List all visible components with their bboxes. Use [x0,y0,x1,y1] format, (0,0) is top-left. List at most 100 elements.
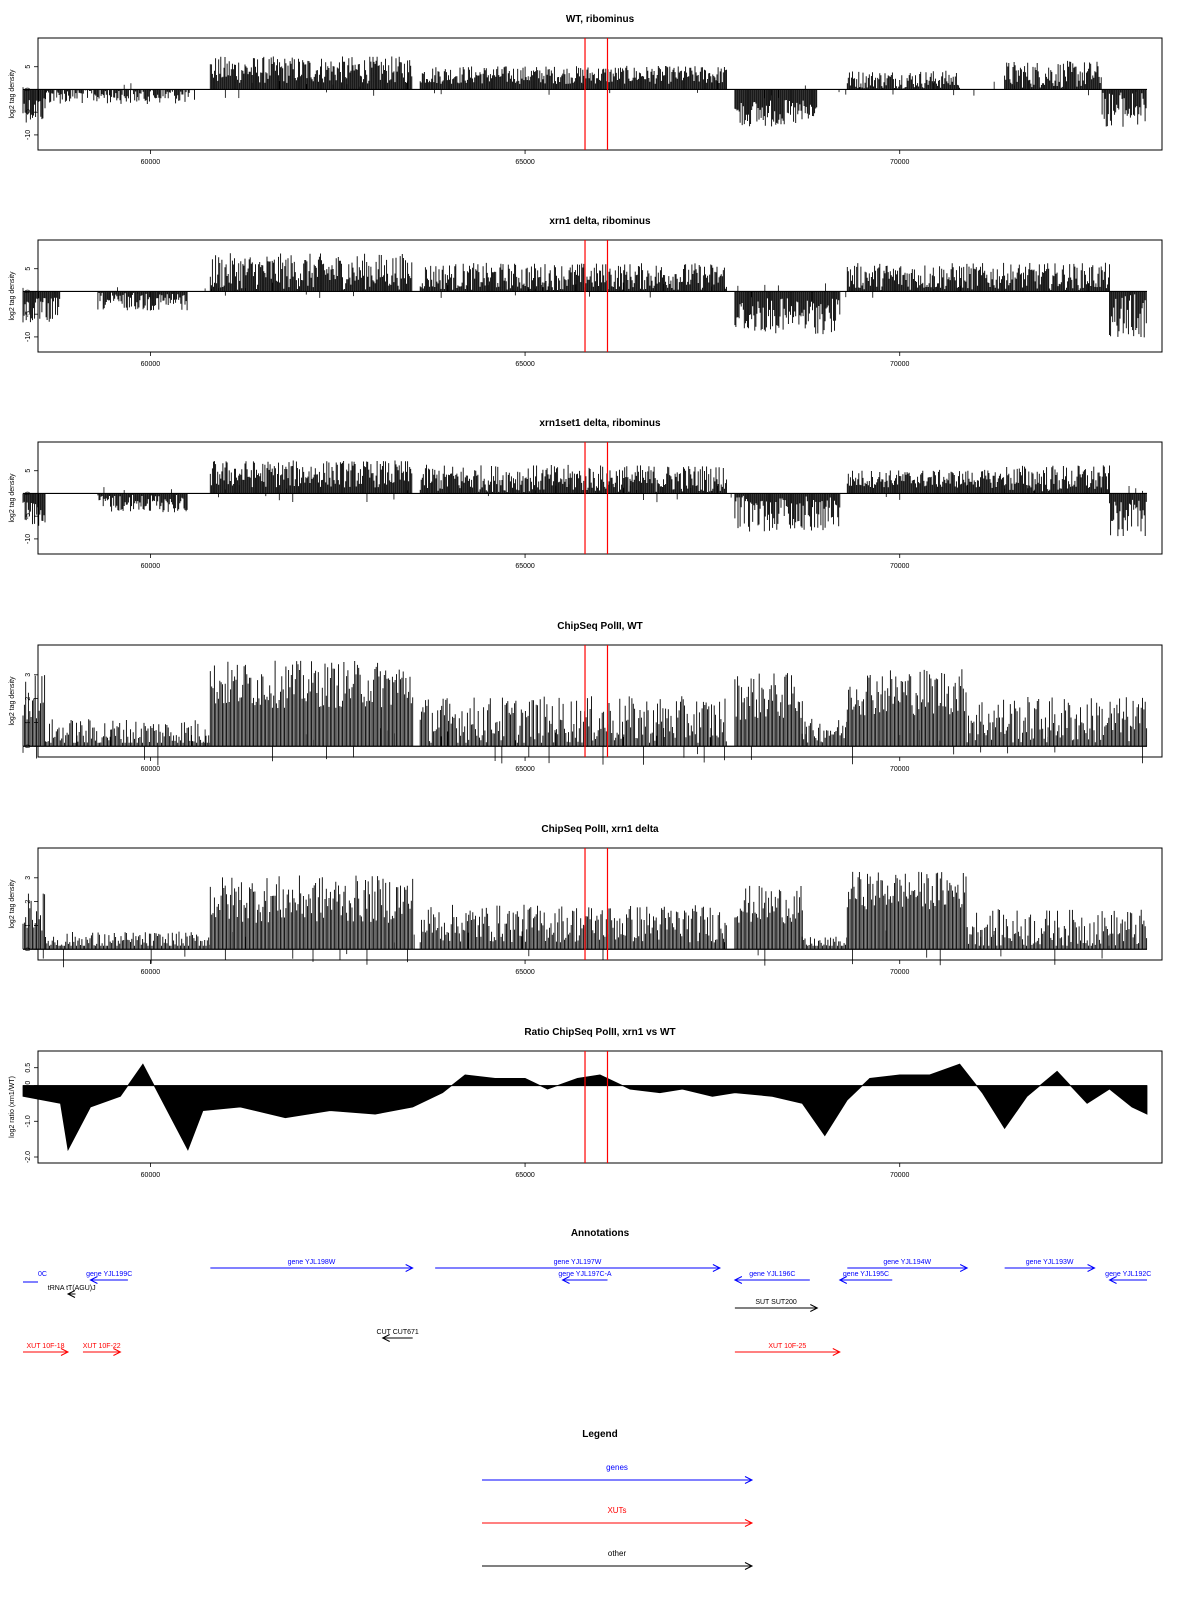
coverage-segment [734,673,803,747]
coverage-bars [419,262,727,292]
coverage-segment [209,460,413,494]
coverage-segment [45,89,195,104]
coverage-segment [97,291,188,311]
feature-label: gene YJL198W [288,1259,336,1266]
feature-arrow-head [810,1304,819,1312]
coverage-bars [1109,493,1147,537]
x-tick-label: 65000 [515,969,535,976]
panel-title: WT, ribominus [566,14,635,25]
feature-label: gene YJL194W [883,1259,931,1266]
coverage-bars [22,493,46,526]
coverage-segment [1004,262,1110,292]
x-tick-label: 60000 [141,159,161,166]
coverage-bars [209,875,414,950]
panel-5: ChipSeq PolII, xrn1 delta0123log2 tag de… [9,824,1163,976]
coverage-bars [209,56,413,90]
y-axis-label: log2 tag density [9,676,16,726]
x-tick-label: 65000 [515,159,535,166]
coverage-segment [419,262,727,292]
feature-label: XUT 10F-18 [26,1343,64,1350]
feature-arrow-head [1087,1264,1096,1272]
coverage-segment [846,469,1006,494]
feature-other: tRNA tT(AGU)J [48,1285,96,1298]
coverage-bars [419,464,727,494]
coverage-bars [801,718,848,747]
legend-item-other: other [482,1549,754,1570]
y-tick-label: -10 [25,130,32,140]
coverage-bars [734,89,818,127]
annotation-edge-label: 0C [38,1271,47,1278]
feature-label: gene YJL196C [749,1271,795,1278]
coverage-bars [846,262,1006,292]
y-tick-label: 5 [25,469,32,473]
feature-arrow-head [959,1264,969,1272]
y-axis-label: log2 tag density [9,69,16,119]
coverage-bars [419,696,727,747]
coverage-bars [419,65,727,90]
plot-frame [37,37,1163,151]
y-axis-label: log2 tag density [9,271,16,321]
x-tick-label: 70000 [890,766,910,773]
coverage-bars [966,697,1148,747]
coverage-segment [846,70,960,90]
coverage-bars [1004,60,1102,90]
feature-arrow-head [66,1290,76,1298]
feature-gene: gene YJL194W [847,1259,969,1272]
coverage-segment [1109,291,1147,338]
legend-title: Legend [582,1429,618,1440]
x-tick-label: 70000 [890,159,910,166]
feature-gene: gene YJL196C [733,1271,810,1284]
feature-arrow-head [832,1348,841,1356]
coverage-segment [209,253,413,292]
panel-6: Ratio ChipSeq PolII, xrn1 vs WT -2.0 -1.0 0… [9,1027,1163,1179]
feature-label: gene YJL192C [1105,1271,1151,1278]
feature-label: gene YJL195C [843,1271,889,1278]
feature-label: gene YJL197C-A [558,1271,612,1278]
feature-xut: XUT 10F-25 [734,1343,841,1356]
coverage-segment [209,56,413,90]
coverage-segment [846,669,967,747]
coverage-segment [734,493,841,532]
feature-arrow-head [712,1264,722,1272]
coverage-bars [22,893,46,950]
coverage-bars [846,70,960,90]
coverage-segment [1004,465,1110,494]
y-tick-label: 3 [25,876,32,880]
coverage-segment [97,493,188,513]
feature-arrow-head [113,1348,122,1356]
y-tick-label: -2.0 [25,1151,32,1163]
feature-label: gene YJL197W [554,1259,602,1266]
feature-xut: XUT 10F-18 [23,1343,70,1356]
coverage-segment [45,719,211,747]
feature-gene: gene YJL195C [838,1271,893,1284]
x-tick-label: 60000 [141,766,161,773]
x-tick-label: 60000 [141,361,161,368]
coverage-bars [734,885,803,950]
y-axis-label: log2 tag density [9,473,16,523]
coverage-segment [1101,89,1147,127]
x-tick-label: 65000 [515,563,535,570]
coverage-bars [209,460,413,494]
feature-gene: gene YJL192C [1105,1271,1151,1284]
feature-arrow-head [838,1276,848,1284]
coverage-segment [801,936,848,950]
x-tick-label: 65000 [515,361,535,368]
panel-title: Ratio ChipSeq PolII, xrn1 vs WT [524,1027,675,1038]
feature-label: tRNA tT(AGU)J [48,1285,96,1292]
coverage-bars [846,469,1006,494]
coverage-segment [966,909,1148,950]
feature-xut: XUT 10F-22 [83,1343,122,1356]
coverage-segment [209,875,414,950]
feature-label: gene YJL193W [1026,1259,1074,1266]
coverage-bars [1004,465,1110,494]
y-tick-label: 3 [25,673,32,677]
coverage-bars [801,936,848,950]
panel-4: ChipSeq PolII, WT0123log2 tag density600… [9,621,1163,773]
feature-other: CUT CUT671 [377,1329,419,1342]
coverage-segment [22,291,61,323]
legend-label: XUTs [607,1506,626,1515]
feature-arrow-head [381,1334,390,1342]
feature-arrow-head [89,1276,98,1284]
coverage-segment [419,65,727,90]
x-tick-label: 60000 [141,563,161,570]
